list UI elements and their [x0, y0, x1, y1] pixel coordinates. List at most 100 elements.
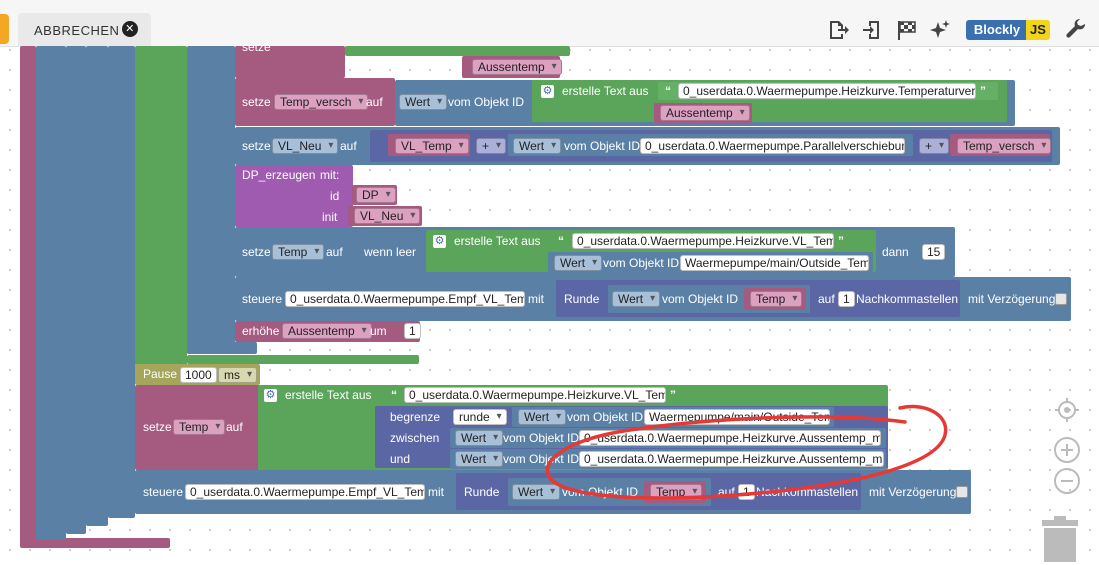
- vom-label-4: vom Objekt ID: [662, 292, 739, 306]
- wrench-icon[interactable]: [1064, 18, 1088, 42]
- verz-checkbox-1[interactable]: [1055, 293, 1067, 305]
- id-empf-vl-temp-2[interactable]: 0_userdata.0.Waermepumpe.Empf_VL_Temp: [185, 484, 425, 500]
- runde-label-1: Runde: [564, 292, 600, 306]
- pause-unit[interactable]: ms: [218, 367, 257, 383]
- loop-container-bar-3: [86, 46, 108, 526]
- op-plus-1[interactable]: +: [476, 138, 507, 154]
- string-vl-temp-1[interactable]: 0_userdata.0.Waermepumpe.Heizkurve.VL_Te…: [572, 233, 834, 249]
- tab-abbrechen-label: ABBRECHEN: [34, 23, 120, 38]
- export-icon[interactable]: [826, 18, 850, 42]
- verz-checkbox-2[interactable]: [956, 486, 968, 498]
- gear-icon[interactable]: ⚙: [264, 389, 277, 402]
- digits-value-1[interactable]: 1: [838, 291, 855, 307]
- wert-dropdown-3[interactable]: Wert: [554, 255, 603, 271]
- string-vl-temp-2[interactable]: 0_userdata.0.Waermepumpe.Heizkurve.VL_Te…: [404, 387, 666, 403]
- var-temp-ref-1[interactable]: Temp: [750, 291, 803, 307]
- quote-close-2: ”: [838, 234, 844, 248]
- gear-icon[interactable]: ⚙: [541, 85, 554, 98]
- var-aussentemp-top[interactable]: Aussentemp: [472, 59, 562, 75]
- auf-label-1: auf: [366, 95, 383, 109]
- vom-label-2: vom Objekt ID: [564, 139, 641, 153]
- dp-erzeugen-label: DP_erzeugen: [242, 168, 316, 182]
- dann-label: dann: [882, 245, 909, 259]
- id-aussentemp-min[interactable]: 0_userdata.0.Waermepumpe.Heizkurve.Ausse…: [579, 430, 881, 446]
- verz-label-2: mit Verzögerung: [869, 485, 957, 499]
- loop-container-bar-2: [66, 46, 86, 534]
- id-outside-temp-1[interactable]: Waermepumpe/main/Outside_Temp: [680, 255, 869, 271]
- wert-dropdown-1[interactable]: Wert: [399, 94, 448, 110]
- var-dp[interactable]: DP: [356, 187, 396, 203]
- pause-label: Pause: [143, 367, 178, 381]
- blockly-js-toggle[interactable]: Blockly JS: [966, 20, 1054, 40]
- id-empf-vl-temp-1[interactable]: 0_userdata.0.Waermepumpe.Empf_VL_Temp: [285, 291, 525, 307]
- zoom-in-icon[interactable]: [1053, 436, 1081, 464]
- runde-dropdown[interactable]: runde: [453, 409, 507, 425]
- var-temp-versch[interactable]: Temp_versch: [274, 94, 369, 110]
- trash-icon[interactable]: [1040, 516, 1080, 562]
- id-aussentemp-max[interactable]: 0_userdata.0.Waermepumpe.Heizkurve.Ausse…: [579, 451, 884, 467]
- var-vl-temp[interactable]: VL_Temp: [395, 138, 469, 154]
- toolbar: ABBRECHEN ✕ Blockly JS: [0, 0, 1099, 47]
- setze-label-1: setze: [242, 95, 271, 109]
- setze-label-3: setze: [242, 245, 271, 259]
- tab-abbrechen[interactable]: ABBRECHEN ✕: [18, 13, 151, 47]
- blue-loop-foot: [187, 342, 257, 354]
- block-dp-erzeugen[interactable]: [235, 165, 353, 227]
- var-temp-versch-ref[interactable]: Temp_versch: [957, 138, 1052, 154]
- var-temp-2[interactable]: Temp: [173, 419, 226, 435]
- dann-value[interactable]: 15: [922, 244, 946, 260]
- green-loop-foot: [187, 355, 419, 364]
- block-setze-dp[interactable]: [235, 46, 345, 78]
- string-temperaturver[interactable]: 0_userdata.0.Waermepumpe.Heizkurve.Tempe…: [678, 83, 976, 99]
- id-parallelverschiebung[interactable]: 0_userdata.0.Waermepumpe.Parallelverschi…: [640, 138, 905, 154]
- gear-icon[interactable]: ⚙: [433, 235, 446, 248]
- outer-container-bar: [20, 46, 36, 546]
- auf-label-5: auf: [226, 420, 243, 434]
- var-temp-1[interactable]: Temp: [272, 244, 325, 260]
- recenter-icon[interactable]: [1054, 397, 1080, 423]
- quote-close-3: ”: [670, 388, 676, 402]
- dp-erzeugen-init-label: init: [322, 210, 338, 224]
- close-circle-icon[interactable]: ✕: [122, 21, 138, 37]
- wert-dropdown-2[interactable]: Wert: [513, 138, 562, 154]
- nachkomma-label-2: Nachkommastellen: [756, 485, 859, 499]
- left-accent: [0, 14, 9, 44]
- checkered-flag-icon[interactable]: [894, 18, 918, 42]
- sparkle-icon[interactable]: [928, 18, 952, 42]
- var-aussentemp-erhoehe[interactable]: Aussentemp: [282, 323, 372, 339]
- wert-dropdown-5[interactable]: Wert: [518, 409, 567, 425]
- und-label: und: [390, 452, 411, 466]
- erstelle-label-1: erstelle Text aus: [562, 84, 649, 98]
- var-vl-neu-init[interactable]: VL_Neu: [354, 208, 421, 224]
- loop-container-bar-4: [108, 46, 135, 518]
- dp-erzeugen-id-label: id: [330, 189, 340, 203]
- steuere-label-1: steuere: [242, 292, 283, 306]
- steuere-label-2: steuere: [143, 485, 184, 499]
- wert-dropdown-4[interactable]: Wert: [612, 291, 661, 307]
- loop-container-bar-5: [135, 46, 187, 366]
- wenn-leer-label: wenn leer: [364, 245, 417, 259]
- erstelle-label-2: erstelle Text aus: [454, 234, 541, 248]
- setze-label-2: setze: [242, 139, 271, 153]
- var-vl-neu[interactable]: VL_Neu: [272, 138, 339, 154]
- id-outside-temp-2[interactable]: Waermepumpe/main/Outside_Temp: [644, 409, 830, 425]
- wert-dropdown-6[interactable]: Wert: [455, 430, 504, 446]
- loop-container-bar-1: [36, 46, 66, 540]
- pause-value[interactable]: 1000: [180, 367, 217, 383]
- begrenze-label: begrenze: [390, 410, 441, 424]
- var-aussentemp-1[interactable]: Aussentemp: [660, 105, 750, 121]
- import-icon[interactable]: [861, 18, 885, 42]
- zoom-out-icon[interactable]: [1053, 467, 1081, 495]
- loop-container-bar-6: [187, 46, 235, 354]
- auf-label-4: auf: [818, 292, 835, 306]
- quote-open-3: “: [391, 388, 397, 402]
- nachkomma-label-1: Nachkommastellen: [856, 292, 959, 306]
- op-plus-2[interactable]: +: [919, 138, 950, 154]
- wert-dropdown-8[interactable]: Wert: [512, 484, 561, 500]
- erhoehe-value[interactable]: 1: [404, 323, 421, 339]
- mit-label-1: mit: [528, 292, 544, 306]
- setze-label-4: setze: [143, 420, 172, 434]
- wert-dropdown-7[interactable]: Wert: [455, 451, 504, 467]
- auf-label-2: auf: [340, 139, 357, 153]
- block-setze-dp-label: setze: [242, 40, 271, 54]
